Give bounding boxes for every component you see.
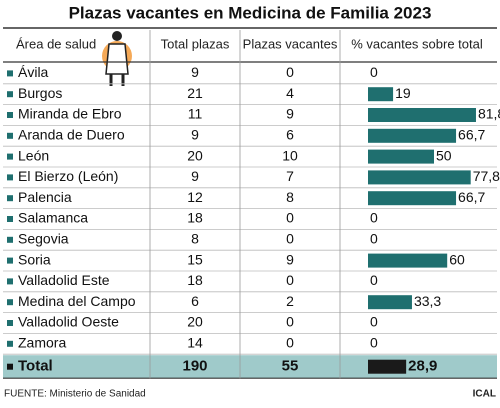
area-name: Total [18,358,53,375]
total-plazas: 190 [182,358,207,375]
pct-bar [368,295,412,310]
plazas-vacantes: 4 [286,85,294,101]
area-name: Burgos [18,85,62,101]
plazas-vacantes: 0 [286,210,294,226]
pct-label: 50 [436,147,452,163]
total-plazas: 15 [187,251,203,267]
area-name: Segovia [18,231,69,247]
pct-label: 33,3 [414,293,441,309]
total-plazas: 14 [187,335,203,351]
pct-bar [368,191,457,206]
brand: ICAL [473,389,496,400]
column-header: Total plazas [161,36,230,51]
pct-label: 0 [370,231,378,247]
total-plazas: 9 [191,64,199,80]
pct-label: 81,8 [478,106,500,122]
pct-label: 0 [370,64,378,80]
area-name: Aranda de Duero [18,127,125,143]
pct-label: 60 [449,251,465,267]
plazas-vacantes: 9 [286,251,294,267]
plazas-vacantes: 6 [286,127,294,143]
row-bullet [7,174,13,181]
column-header: Plazas vacantes [243,36,338,51]
plazas-vacantes: 7 [286,168,294,184]
total-plazas: 18 [187,210,203,226]
plazas-vacantes: 0 [286,64,294,80]
area-name: Valladolid Este [18,272,110,288]
plazas-vacantes: 0 [286,335,294,351]
pct-label: 0 [370,210,378,226]
row-bullet [7,112,13,118]
row-bullet [7,216,13,222]
total-plazas: 6 [191,293,199,309]
total-plazas: 21 [187,85,203,101]
row-bullet [7,70,13,77]
row-bullet [7,257,13,264]
total-plazas: 9 [191,168,199,184]
total-plazas: 20 [187,147,203,163]
plazas-vacantes: 0 [286,231,294,247]
total-plazas: 18 [187,272,203,288]
total-plazas: 9 [191,127,199,143]
area-name: Miranda de Ebro [18,106,122,122]
source: FUENTE: Ministerio de Sanidad [4,389,146,400]
area-name: Zamora [18,335,66,351]
area-name: El Bierzo (León) [18,168,118,184]
total-plazas: 12 [187,189,203,205]
pct-bar [368,87,394,102]
area-name: Palencia [18,189,72,205]
pct-label: 66,7 [458,189,485,205]
area-name: León [18,147,49,163]
pct-label: 0 [370,272,378,288]
column-header: Área de salud [16,36,96,51]
row-bullet [7,363,13,370]
plazas-vacantes: 0 [286,314,294,330]
pct-label: 28,9 [408,358,437,375]
row-bullet [7,340,13,347]
row-bullet [7,132,13,139]
row-bullet [7,91,13,98]
pct-label: 0 [370,314,378,330]
plazas-vacantes: 55 [282,358,299,375]
pct-label: 0 [370,335,378,351]
pct-label: 66,7 [458,127,485,143]
pct-label: 77,8 [473,168,500,184]
pct-bar [368,128,457,143]
column-header: % vacantes sobre total [351,36,483,51]
pct-bar [368,108,476,122]
pct-label: 19 [395,85,411,101]
total-plazas: 11 [188,106,203,122]
pct-bar [368,253,448,268]
plazas-vacantes: 9 [286,106,294,122]
pct-bar [368,170,471,185]
doctor-icon [102,31,132,86]
area-name: Salamanca [18,210,88,226]
plazas-vacantes: 2 [286,293,294,309]
total-plazas: 8 [191,231,199,247]
area-name: Medina del Campo [18,293,136,309]
area-name: Ávila [18,64,49,80]
title: Plazas vacantes en Medicina de Familia 2… [69,3,432,22]
area-name: Soria [18,251,51,267]
pct-bar [368,149,434,164]
row-bullet [7,320,13,326]
plazas-vacantes: 8 [286,189,294,205]
total-plazas: 20 [187,314,203,330]
row-bullet [7,278,13,285]
plazas-vacantes: 10 [282,147,298,163]
row-bullet [7,195,13,202]
area-name: Valladolid Oeste [18,314,119,330]
row-bullet [7,236,13,243]
pct-bar [368,359,407,374]
row-bullet [7,153,13,160]
row-bullet [7,299,13,306]
plazas-vacantes: 0 [286,272,294,288]
